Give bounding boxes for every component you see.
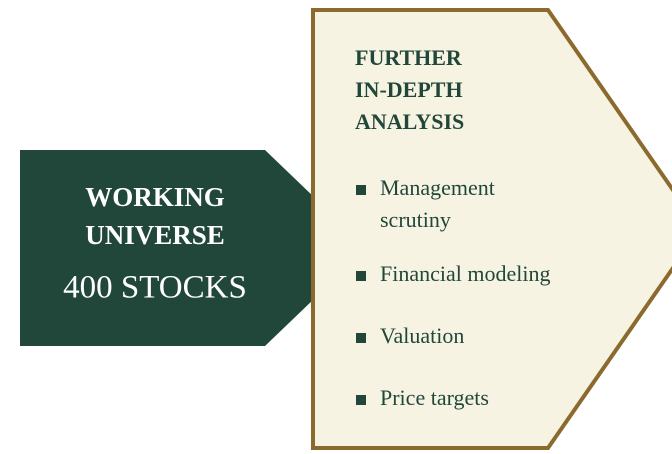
analysis-chevron (311, 8, 672, 450)
bullet-text: Financial modeling (380, 261, 550, 286)
right-title: IN-DEPTH (355, 77, 463, 102)
bullet-text: Valuation (380, 323, 464, 348)
bullet-square (356, 185, 366, 195)
left-title: UNIVERSE (85, 220, 225, 250)
working-universe-shape (20, 150, 315, 346)
right-title: FURTHER (355, 45, 463, 70)
content: WORKING UNIVERSE 400 STOCKS FURTHER IN-DEPTH… (63, 45, 550, 410)
left-subtitle: 400 STOCKS (63, 270, 247, 306)
bullet-text: scrutiny (380, 207, 451, 232)
bullet-square (356, 333, 366, 343)
right-title: ANALYSIS (355, 109, 464, 134)
bullet-square (356, 271, 366, 281)
bullet-square (356, 395, 366, 405)
bullet-text: Price targets (380, 385, 489, 410)
bullet-text: Management (380, 175, 495, 200)
left-title: WORKING (85, 182, 225, 212)
